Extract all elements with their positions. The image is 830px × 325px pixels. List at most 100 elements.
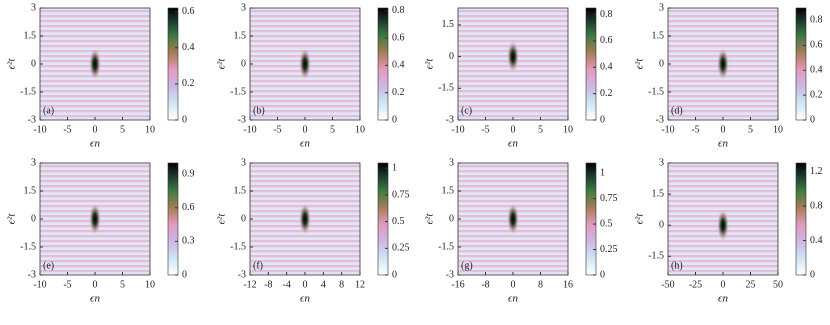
colorbar <box>585 7 597 121</box>
heatmap-image <box>668 8 778 120</box>
x-tick-label: 16 <box>563 279 573 290</box>
heatmap-image <box>250 8 360 120</box>
y-tick-label: -1.5 <box>648 251 664 262</box>
heatmap-image <box>668 163 778 275</box>
colorbar-tick-label: 0.25 <box>600 244 618 255</box>
heatmap-image <box>458 8 568 120</box>
x-tick-label: 0 <box>721 279 726 290</box>
y-tick-label: 1.5 <box>24 30 37 41</box>
y-tick-label: -1.5 <box>20 241 36 252</box>
x-tick-label: 0 <box>511 279 516 290</box>
heatmap-peak <box>717 209 729 242</box>
x-tick-label: -8 <box>481 279 489 290</box>
x-tick-label: 0 <box>303 279 308 290</box>
y-tick-label: -3 <box>238 269 246 280</box>
colorbar-tick-label: 0.8 <box>810 15 823 26</box>
x-tick-label: -10 <box>451 124 464 135</box>
y-axis-label: ϵ²t <box>6 213 18 225</box>
x-axis-label: ϵn <box>718 293 728 305</box>
y-tick-label: 3 <box>659 2 664 13</box>
x-axis-label: ϵn <box>90 293 100 305</box>
colorbar-tick-label: 0.2 <box>392 87 405 98</box>
x-tick-label: 12 <box>355 279 365 290</box>
colorbar-tick-label: 0.75 <box>392 189 410 200</box>
y-tick-label: 0 <box>31 213 36 224</box>
y-tick-label: -1.5 <box>438 241 454 252</box>
y-axis-label: ϵ²t <box>634 58 646 70</box>
y-tick-label: 3 <box>659 157 664 168</box>
y-tick-label: 3 <box>31 2 36 13</box>
y-tick-label: 0 <box>31 58 36 69</box>
y-axis-label: ϵ²t <box>634 213 646 225</box>
y-tick-label: -3 <box>28 114 36 125</box>
x-tick-label: 0 <box>303 124 308 135</box>
y-axis-label: ϵ²t <box>424 58 436 70</box>
colorbar-tick-label: 0 <box>182 114 187 125</box>
y-tick-label: 1.5 <box>442 19 455 30</box>
heatmap-peak <box>89 48 101 80</box>
colorbar-tick-label: 0.4 <box>392 60 405 71</box>
y-tick-label: 0 <box>659 58 664 69</box>
heatmap-image <box>40 163 150 275</box>
x-axis-label: ϵn <box>300 138 310 150</box>
x-axis-label: ϵn <box>508 138 518 150</box>
x-tick-label: 5 <box>538 124 543 135</box>
y-tick-label: -3 <box>238 114 246 125</box>
colorbar-tick-label: 0.6 <box>600 35 613 46</box>
x-tick-label: -10 <box>33 279 46 290</box>
colorbar-tick-label: 0.8 <box>600 9 613 20</box>
panel-label: (c) <box>461 105 472 116</box>
panel: -12 -8 -4 0 4 8 12 -3 -1.5 0 1.5 3 ϵn ϵ²t (f) 0 0.25 0.5 0… <box>216 157 410 304</box>
heatmap-peak <box>89 203 101 235</box>
panel: -10 -5 0 5 10 -3 -1.5 0 1.5 ϵn ϵ²t (c) 0 0.2 0.4 0.6 0.8 <box>424 7 613 150</box>
x-tick-label: -5 <box>273 124 281 135</box>
colorbar-tick-label: 0.5 <box>392 216 405 227</box>
y-tick-label: 3 <box>241 2 246 13</box>
y-tick-label: 3 <box>241 157 246 168</box>
y-tick-label: 1.5 <box>442 185 455 196</box>
colorbar-tick-label: 0.6 <box>392 32 405 43</box>
colorbar <box>167 7 179 121</box>
colorbar-tick-label: 1 <box>392 163 397 174</box>
colorbar-tick-label: 0.4 <box>810 65 823 76</box>
colorbar <box>377 162 389 276</box>
colorbar-tick-label: 0.2 <box>600 88 613 99</box>
colorbar-tick-label: 0 <box>182 269 187 280</box>
y-tick-label: -1.5 <box>20 86 36 97</box>
heatmap-image <box>458 163 568 275</box>
y-tick-label: -1.5 <box>438 83 454 94</box>
x-tick-label: 10 <box>145 124 155 135</box>
x-tick-label: 0 <box>511 124 516 135</box>
panel: -10 -5 0 5 10 -3 -1.5 0 1.5 3 ϵn ϵ²t (e) 0 0.3 0.6 0.9 <box>6 157 195 304</box>
heatmap-peak <box>299 203 311 235</box>
x-tick-label: 5 <box>748 124 753 135</box>
x-tick-label: 0 <box>721 124 726 135</box>
y-tick-label: 1.5 <box>234 30 247 41</box>
colorbar-tick-label: 0 <box>600 269 605 280</box>
y-tick-label: 0 <box>449 51 454 62</box>
x-tick-label: -5 <box>63 124 71 135</box>
colorbar-tick-label: 0.9 <box>182 168 195 179</box>
x-tick-label: -10 <box>661 124 674 135</box>
x-tick-label: 5 <box>330 124 335 135</box>
y-axis-label: ϵ²t <box>424 213 436 225</box>
y-tick-label: 1.5 <box>652 30 665 41</box>
colorbar-tick-label: 0.4 <box>182 42 195 53</box>
colorbar-tick-label: 0.6 <box>810 40 823 51</box>
panel-label: (f) <box>253 260 263 271</box>
y-tick-label: -1.5 <box>230 241 246 252</box>
y-tick-label: 3 <box>449 157 454 168</box>
colorbar-tick-label: 0.5 <box>600 218 613 229</box>
panel: -10 -5 0 5 10 -3 -1.5 0 1.5 3 ϵn ϵ²t (d) 0 0.2 0.4 0.6 0.… <box>634 2 823 149</box>
y-tick-label: 0 <box>241 213 246 224</box>
colorbar-tick-label: 0.2 <box>810 89 823 100</box>
y-tick-label: 1.5 <box>652 188 665 199</box>
colorbar-tick-label: 0.2 <box>182 78 195 89</box>
panel-label: (h) <box>671 260 683 271</box>
x-tick-label: -10 <box>243 124 256 135</box>
colorbar-tick-label: 0 <box>392 269 397 280</box>
x-tick-label: -8 <box>264 279 272 290</box>
y-tick-label: 1.5 <box>234 185 247 196</box>
x-tick-label: -10 <box>33 124 46 135</box>
